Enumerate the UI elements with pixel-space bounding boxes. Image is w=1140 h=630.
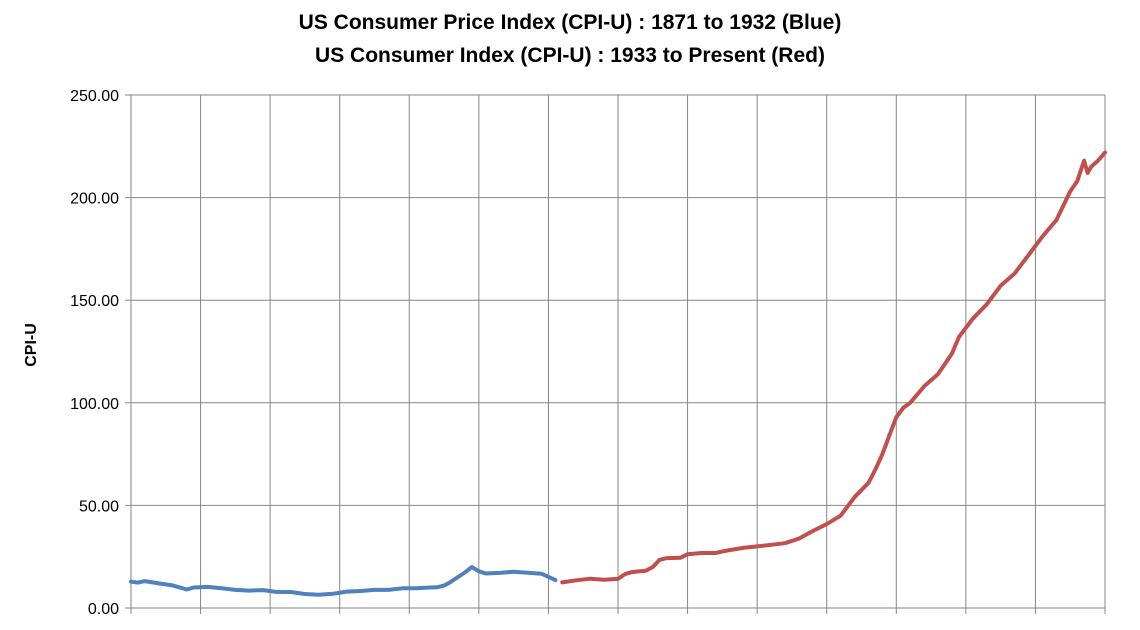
y-tick-label: 150.00: [70, 293, 119, 310]
series-line-1871-1932: [129, 565, 558, 597]
axes: [125, 94, 1106, 614]
y-tick-label: 100.00: [70, 396, 119, 413]
grid-lines: [131, 94, 1106, 608]
chart-subtitle: US Consumer Index (CPI-U) : 1933 to Pres…: [315, 44, 825, 67]
series-lines: [129, 150, 1107, 597]
series-line-1933-present: [560, 150, 1107, 585]
y-tick-labels: 0.00 50.00 100.00 150.00 200.00 250.00: [70, 88, 119, 618]
y-tick-label: 0.00: [88, 601, 119, 618]
y-tick-label: 200.00: [70, 191, 119, 208]
chart-title: US Consumer Price Index (CPI-U) : 1871 t…: [298, 11, 842, 34]
y-tick-label: 50.00: [79, 498, 119, 515]
y-tick-label: 250.00: [70, 88, 119, 105]
